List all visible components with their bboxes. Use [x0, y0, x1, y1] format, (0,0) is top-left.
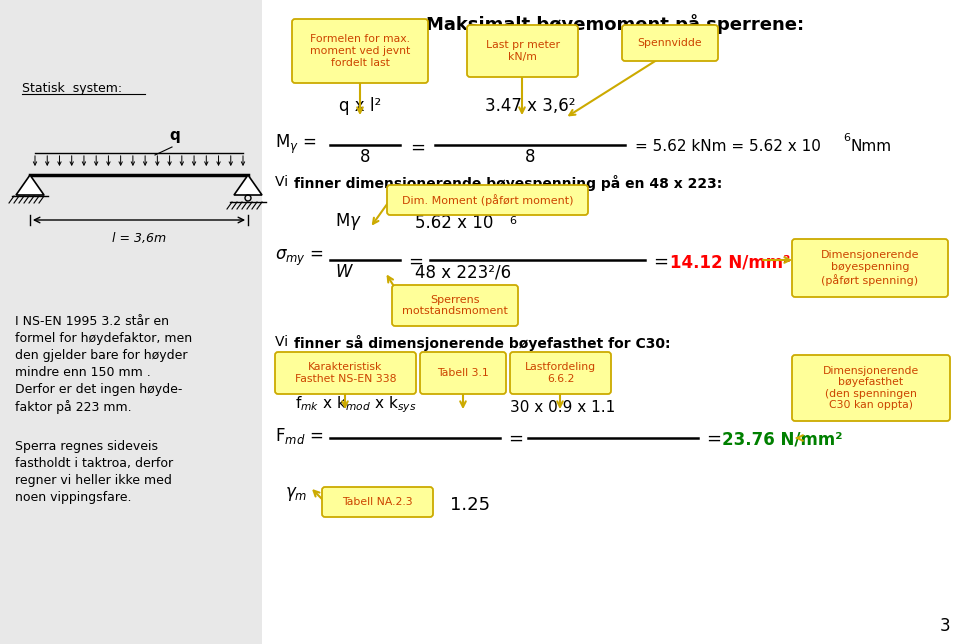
FancyBboxPatch shape — [0, 0, 262, 644]
Text: Maksimalt bøyemoment på sperrene:: Maksimalt bøyemoment på sperrene: — [426, 14, 804, 34]
Text: noen vippingsfare.: noen vippingsfare. — [15, 491, 132, 504]
FancyBboxPatch shape — [792, 355, 950, 421]
Text: $\sigma_{my}$ =: $\sigma_{my}$ = — [275, 248, 324, 268]
Text: Formelen for max.
moment ved jevnt
fordelt last: Formelen for max. moment ved jevnt forde… — [310, 34, 410, 68]
Text: 30 x 0.9 x 1.1: 30 x 0.9 x 1.1 — [510, 400, 615, 415]
Text: 3.47 x 3,6²: 3.47 x 3,6² — [485, 97, 575, 115]
FancyBboxPatch shape — [392, 285, 518, 326]
Text: =: = — [410, 139, 425, 157]
Text: finner så dimensjonerende bøyefasthet for C30:: finner så dimensjonerende bøyefasthet fo… — [294, 335, 670, 351]
FancyBboxPatch shape — [420, 352, 506, 394]
FancyBboxPatch shape — [510, 352, 611, 394]
Text: Vi: Vi — [275, 175, 293, 189]
Text: 8: 8 — [360, 148, 371, 166]
Text: Last pr meter
kN/m: Last pr meter kN/m — [486, 40, 560, 62]
Polygon shape — [234, 175, 262, 195]
FancyBboxPatch shape — [792, 239, 948, 297]
Text: fastholdt i taktroa, derfor: fastholdt i taktroa, derfor — [15, 457, 173, 470]
Text: Derfor er det ingen høyde-: Derfor er det ingen høyde- — [15, 383, 182, 396]
Text: = 5.62 kNm = 5.62 x 10: = 5.62 kNm = 5.62 x 10 — [635, 139, 821, 154]
Text: den gjelder bare for høyder: den gjelder bare for høyder — [15, 349, 187, 362]
Text: Tabell NA.2.3: Tabell NA.2.3 — [342, 497, 413, 507]
Text: finner dimensjonerende bøyespenning på en 48 x 223:: finner dimensjonerende bøyespenning på e… — [294, 175, 722, 191]
Text: q x l²: q x l² — [339, 97, 381, 115]
Text: $\gamma_m$: $\gamma_m$ — [285, 485, 307, 503]
Text: Sperra regnes sideveis: Sperra regnes sideveis — [15, 440, 158, 453]
Text: formel for høydefaktor, men: formel for høydefaktor, men — [15, 332, 192, 345]
Text: 6: 6 — [843, 133, 850, 143]
Text: 23.76 N/mm²: 23.76 N/mm² — [722, 430, 843, 448]
Text: Statisk  system:: Statisk system: — [22, 82, 122, 95]
Text: Dim. Moment (påført moment): Dim. Moment (påført moment) — [401, 194, 573, 206]
FancyBboxPatch shape — [322, 487, 433, 517]
Text: =: = — [408, 253, 423, 271]
Text: 5.62 x 10: 5.62 x 10 — [415, 214, 493, 232]
Text: f$_{mk}$ x k$_{mod}$ x k$_{sys}$: f$_{mk}$ x k$_{mod}$ x k$_{sys}$ — [295, 394, 417, 415]
Text: 6: 6 — [509, 216, 516, 226]
Text: 48 x 223²/6: 48 x 223²/6 — [415, 263, 511, 281]
Text: q: q — [170, 128, 180, 143]
Text: Spennvidde: Spennvidde — [637, 38, 703, 48]
FancyBboxPatch shape — [275, 352, 416, 394]
Text: regner vi heller ikke med: regner vi heller ikke med — [15, 474, 172, 487]
Text: mindre enn 150 mm .: mindre enn 150 mm . — [15, 366, 151, 379]
FancyBboxPatch shape — [292, 19, 428, 83]
FancyBboxPatch shape — [387, 185, 588, 215]
Text: =: = — [508, 430, 523, 448]
Text: M$_\gamma$ =: M$_\gamma$ = — [275, 133, 316, 156]
FancyBboxPatch shape — [622, 25, 718, 61]
Text: =: = — [706, 430, 721, 448]
Text: M$\gamma$: M$\gamma$ — [335, 211, 362, 232]
Text: Vi: Vi — [275, 335, 293, 349]
Text: Karakteristisk
Fasthet NS-EN 338: Karakteristisk Fasthet NS-EN 338 — [295, 362, 396, 384]
Polygon shape — [16, 175, 44, 195]
Text: Sperrens
motstandsmoment: Sperrens motstandsmoment — [402, 295, 508, 316]
Text: Lastfordeling
6.6.2: Lastfordeling 6.6.2 — [525, 362, 596, 384]
Text: 8: 8 — [525, 148, 536, 166]
Text: W: W — [335, 263, 351, 281]
Text: F$_{md}$ =: F$_{md}$ = — [275, 426, 324, 446]
Text: 3: 3 — [940, 617, 950, 635]
Text: 14.12 N/mm²: 14.12 N/mm² — [670, 253, 790, 271]
FancyBboxPatch shape — [467, 25, 578, 77]
Text: Tabell 3.1: Tabell 3.1 — [437, 368, 489, 378]
Text: Dimensjonerende
bøyespenning
(påført spenning): Dimensjonerende bøyespenning (påført spe… — [821, 251, 920, 286]
Text: l = 3,6m: l = 3,6m — [112, 232, 166, 245]
Text: I NS-EN 1995 3.2 står en: I NS-EN 1995 3.2 står en — [15, 315, 169, 328]
Text: Dimensjonerende
bøyefasthet
(den spenningen
C30 kan oppta): Dimensjonerende bøyefasthet (den spennin… — [823, 366, 919, 410]
Text: =: = — [653, 253, 668, 271]
Text: Nmm: Nmm — [850, 139, 891, 154]
Text: 1.25: 1.25 — [450, 496, 491, 514]
Text: faktor på 223 mm.: faktor på 223 mm. — [15, 400, 132, 414]
